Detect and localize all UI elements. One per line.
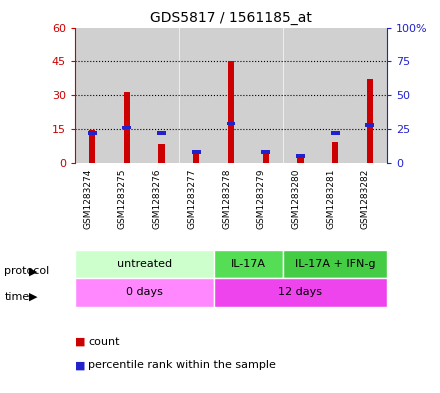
Bar xyxy=(353,28,386,163)
Bar xyxy=(366,123,374,127)
Bar xyxy=(180,28,213,163)
Text: IL-17A + IFN-g: IL-17A + IFN-g xyxy=(295,259,375,269)
Bar xyxy=(214,28,248,163)
Bar xyxy=(88,131,96,135)
Bar xyxy=(89,130,95,163)
Bar xyxy=(193,152,199,163)
Bar xyxy=(110,28,143,163)
Bar xyxy=(228,61,234,163)
Bar xyxy=(214,278,387,307)
Bar xyxy=(214,250,283,278)
Bar xyxy=(263,150,269,163)
Bar xyxy=(227,122,235,125)
Bar xyxy=(261,150,270,154)
Text: count: count xyxy=(88,337,120,347)
Text: percentile rank within the sample: percentile rank within the sample xyxy=(88,360,276,371)
Bar xyxy=(332,142,338,163)
Text: protocol: protocol xyxy=(4,266,50,276)
Bar xyxy=(284,28,317,163)
Bar xyxy=(192,150,201,154)
Bar xyxy=(145,28,178,163)
Text: untreated: untreated xyxy=(117,259,172,269)
Bar xyxy=(319,28,352,163)
Text: ▶: ▶ xyxy=(29,292,37,302)
Bar xyxy=(76,28,109,163)
Bar xyxy=(75,250,214,278)
Bar xyxy=(157,131,166,135)
Bar xyxy=(122,126,131,129)
Bar xyxy=(331,131,340,135)
Text: IL-17A: IL-17A xyxy=(231,259,266,269)
Text: ▶: ▶ xyxy=(29,266,37,276)
Bar xyxy=(75,278,214,307)
Bar xyxy=(283,250,387,278)
Bar xyxy=(158,143,165,163)
Bar xyxy=(367,79,373,163)
Text: ■: ■ xyxy=(75,337,85,347)
Bar xyxy=(297,157,304,163)
Text: ■: ■ xyxy=(75,360,85,371)
Bar xyxy=(296,154,305,158)
Title: GDS5817 / 1561185_at: GDS5817 / 1561185_at xyxy=(150,11,312,25)
Text: 0 days: 0 days xyxy=(126,287,163,297)
Text: 12 days: 12 days xyxy=(279,287,323,297)
Text: time: time xyxy=(4,292,29,302)
Bar xyxy=(249,28,282,163)
Bar xyxy=(124,92,130,163)
